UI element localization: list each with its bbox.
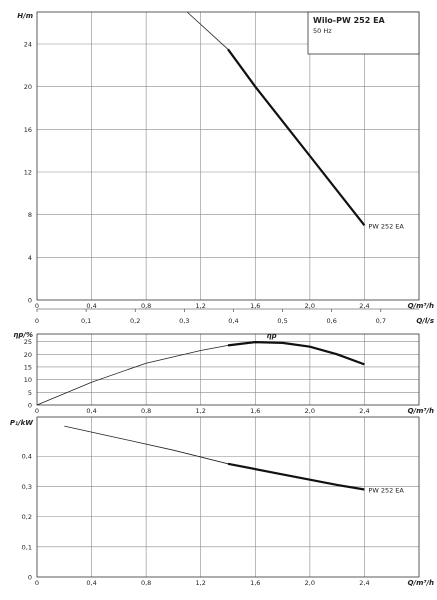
y-axis-label: H/m xyxy=(17,12,33,20)
plot-area xyxy=(37,334,419,405)
series-line-thin xyxy=(64,425,229,465)
x-tick-label: 2,4 xyxy=(359,302,369,310)
x-axis-label: Q/m³/h xyxy=(408,302,434,310)
x2-tick-label: 0,6 xyxy=(327,317,337,325)
plot-frame xyxy=(36,11,420,301)
chart-subtitle: 50 Hz xyxy=(313,27,332,35)
x2-tick-label: 0 xyxy=(35,317,39,325)
head-curve-panel: 0 0,4 0,8 1,2 1,6 2,0 2,4 0 4 8 12 16 20 24 H/m Q/m³/h 0… xyxy=(17,11,434,325)
series-label: ηp xyxy=(267,332,277,340)
x-tick-label: 2,4 xyxy=(359,407,369,415)
x-tick-label: 0,8 xyxy=(141,407,151,415)
y-tick-label: 0 xyxy=(28,297,32,305)
x-tick-label: 0,4 xyxy=(86,579,96,587)
y-tick-label: 20 xyxy=(24,351,32,359)
title-box: Wilo-PW 252 EA 50 Hz xyxy=(307,11,420,55)
x2-tick-label: 0,7 xyxy=(376,317,386,325)
plot-frame xyxy=(36,333,420,406)
x2-tick-label: 0,1 xyxy=(81,317,91,325)
series-line-operating xyxy=(227,48,366,226)
x-tick-label: 0,4 xyxy=(86,302,96,310)
x-tick-label: 0,4 xyxy=(86,407,96,415)
x-tick-label: 0 xyxy=(35,579,39,587)
y-tick-label: 0,4 xyxy=(22,453,32,461)
x2-axis-label: Q/l/s xyxy=(416,317,434,325)
x-tick-label: 2,0 xyxy=(305,302,315,310)
y-tick-label: 0,2 xyxy=(22,513,32,521)
x-tick-label: 1,6 xyxy=(250,407,260,415)
y-tick-label: 25 xyxy=(24,338,32,346)
y-tick-label: 24 xyxy=(24,41,32,49)
x2-tick-label: 0,2 xyxy=(130,317,140,325)
y-axis-label: P₁/kW xyxy=(10,419,33,427)
x-tick-label: 0 xyxy=(35,407,39,415)
y-tick-label: 20 xyxy=(24,83,32,91)
y-tick-label: 0,3 xyxy=(22,483,32,491)
x2-tick-label: 0,3 xyxy=(179,317,189,325)
y-tick-label: 4 xyxy=(28,254,32,262)
x-tick-label: 1,6 xyxy=(250,579,260,587)
y-axis-label: ηp/% xyxy=(13,331,33,339)
y-tick-label: 5 xyxy=(28,389,32,397)
x2-tick-label: 0,4 xyxy=(228,317,238,325)
chart-title: Wilo-PW 252 EA xyxy=(313,16,386,25)
x-tick-label: 0,8 xyxy=(141,579,151,587)
x-tick-label: 1,6 xyxy=(250,302,260,310)
y-tick-label: 10 xyxy=(24,376,32,384)
x-tick-label: 2,4 xyxy=(359,579,369,587)
plot-area xyxy=(37,12,419,300)
y-tick-label: 16 xyxy=(24,126,32,134)
plot-area xyxy=(37,417,419,577)
series-label: PW 252 EA xyxy=(368,486,404,494)
y-tick-label: 0,1 xyxy=(22,543,32,551)
x2-tick-label: 0,5 xyxy=(277,317,287,325)
x-tick-label: 1,2 xyxy=(196,407,206,415)
power-curve-panel: 0 0,4 0,8 1,2 1,6 2,0 2,4 0 0,1 0,2 0,3 0,4 P₁/kW Q/m… xyxy=(10,416,434,587)
x-tick-label: 2,0 xyxy=(305,407,315,415)
y-tick-label: 0 xyxy=(28,402,32,410)
x-tick-label: 1,2 xyxy=(196,579,206,587)
x-axis-label: Q/m³/h xyxy=(408,579,434,587)
y-tick-label: 15 xyxy=(24,363,32,371)
series-line-operating xyxy=(227,462,365,491)
y-tick-label: 12 xyxy=(24,169,32,177)
series-label: PW 252 EA xyxy=(368,222,404,230)
plot-frame xyxy=(36,416,420,578)
x-axis-label: Q/m³/h xyxy=(408,407,434,415)
series-line-thin xyxy=(186,11,229,50)
series-line-operating xyxy=(227,340,365,366)
x-tick-label: 0 xyxy=(35,302,39,310)
x-tick-label: 1,2 xyxy=(196,302,206,310)
x-tick-label: 0,8 xyxy=(141,302,151,310)
y-tick-label: 8 xyxy=(28,211,32,219)
y-tick-label: 0 xyxy=(28,574,32,582)
series-line-thin xyxy=(36,345,229,406)
x-tick-label: 2,0 xyxy=(305,579,315,587)
